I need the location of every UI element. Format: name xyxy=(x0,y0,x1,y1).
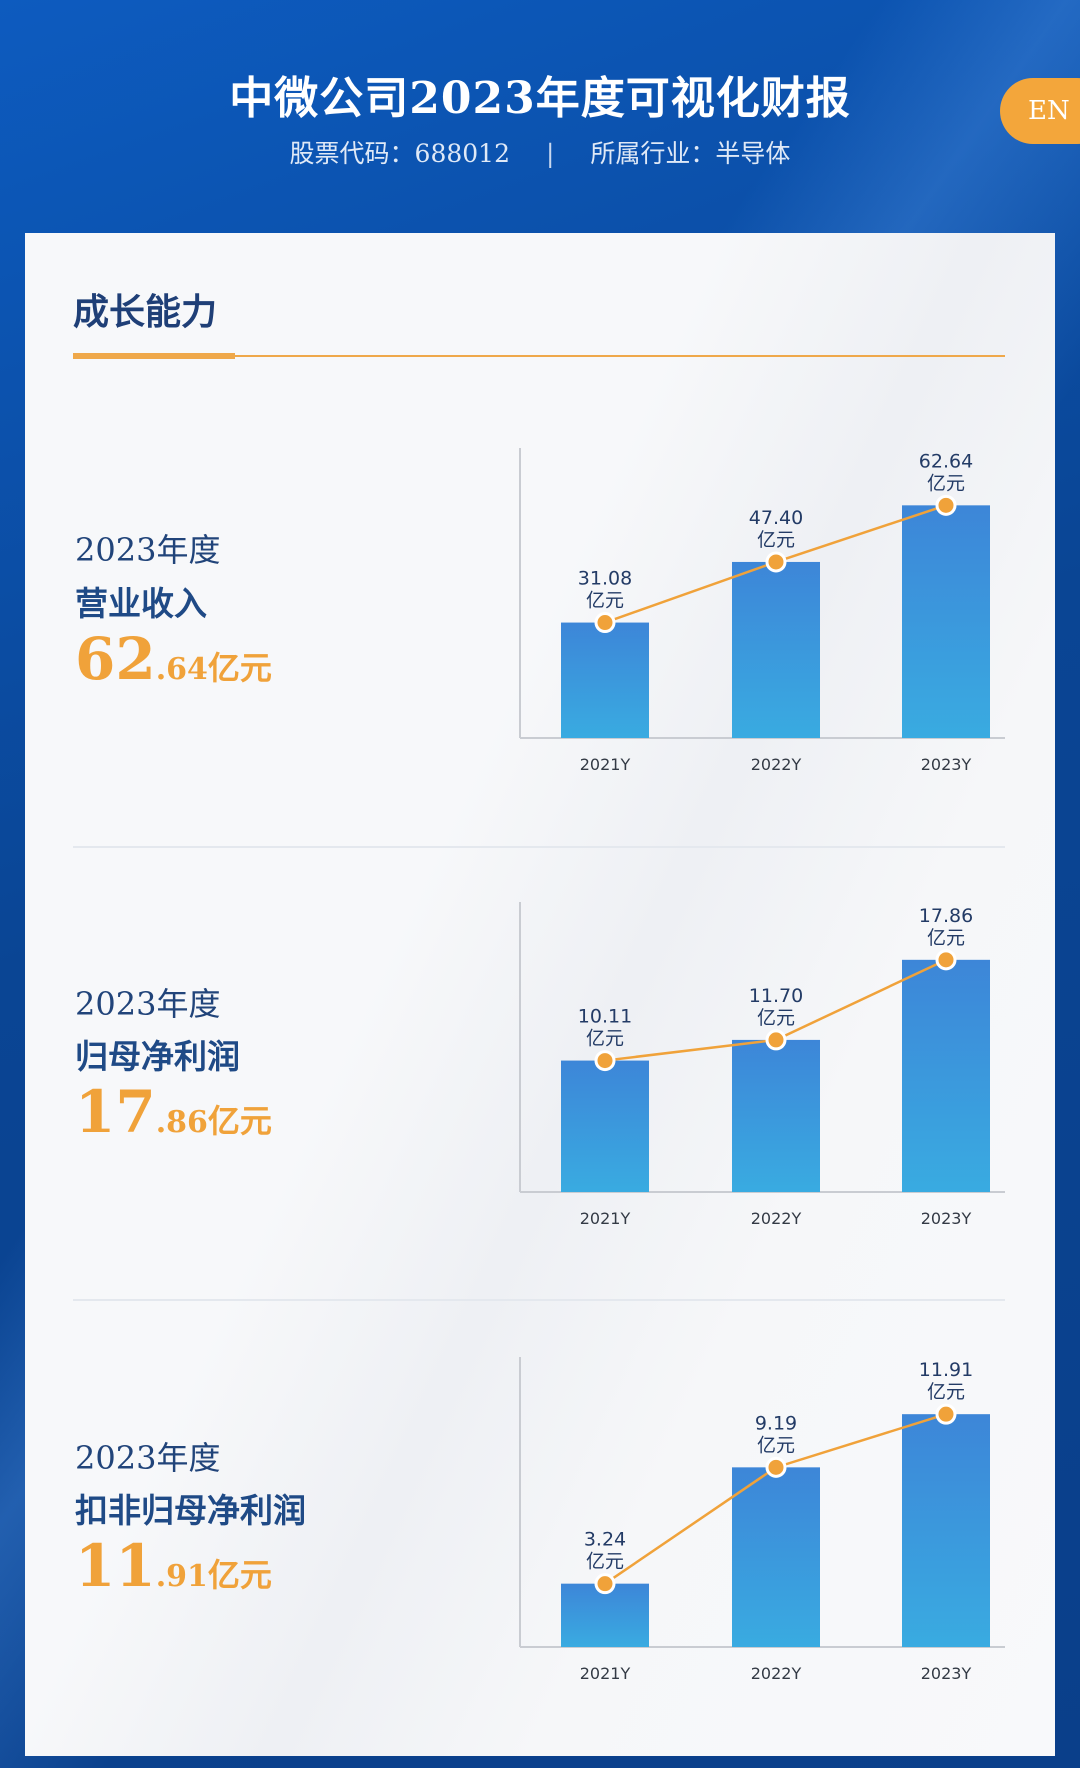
data-label-unit: 亿元 xyxy=(927,927,965,949)
data-label-unit: 亿元 xyxy=(586,1551,624,1573)
data-label-value: 17.86 xyxy=(919,905,973,927)
data-label-unit: 亿元 xyxy=(757,529,795,551)
language-toggle-button[interactable]: EN xyxy=(1000,78,1080,144)
data-label-value: 31.08 xyxy=(578,568,632,590)
net-profit-chart: 10.11 亿元 2021Y 11.70 亿元 2022Y 17.86 亿元 2023Y xyxy=(490,892,1030,1272)
growth-card: 成长能力 2023年度 营业收入 62.64亿元 31.08 亿元 2021Y 47.… xyxy=(25,233,1055,1756)
section-title-rule-accent xyxy=(73,353,235,359)
data-label-unit: 亿元 xyxy=(757,1434,795,1456)
bar-2023Y xyxy=(902,505,990,738)
net-profit-value-dec: .86 xyxy=(155,1105,208,1140)
trend-point-2021Y xyxy=(594,1050,616,1072)
deducted-profit-value: 11.91亿元 xyxy=(75,1532,272,1600)
x-tick-label: 2021Y xyxy=(580,1664,631,1683)
net-profit-year: 2023年度 xyxy=(75,985,221,1023)
bar-2021Y xyxy=(561,1583,649,1647)
revenue-value: 62.64亿元 xyxy=(75,625,272,693)
data-label-unit: 亿元 xyxy=(927,1381,965,1403)
data-label-value: 10.11 xyxy=(578,1006,632,1028)
revenue-chart: 31.08 亿元 2021Y 47.40 亿元 2022Y 62.64 亿元 2023Y xyxy=(490,438,1030,818)
data-label-unit: 亿元 xyxy=(757,1007,795,1029)
x-tick-label: 2021Y xyxy=(580,755,631,774)
data-label-value: 9.19 xyxy=(755,1412,797,1434)
subtitle-separator: | xyxy=(545,139,555,168)
trend-point-2021Y xyxy=(594,612,616,634)
net-profit-value-int: 17 xyxy=(75,1078,156,1146)
trend-point-2023Y xyxy=(935,1403,957,1425)
bar-2022Y xyxy=(732,561,820,738)
trend-point-2022Y xyxy=(765,1029,787,1051)
revenue-value-unit: 亿元 xyxy=(207,649,272,687)
panel-divider xyxy=(73,846,1005,848)
bar-2021Y xyxy=(561,622,649,738)
x-tick-label: 2022Y xyxy=(751,755,802,774)
bar-2022Y xyxy=(732,1467,820,1647)
data-label-value: 3.24 xyxy=(584,1529,626,1551)
net-profit-label: 归母净利润 xyxy=(75,1037,240,1076)
revenue-value-int: 62 xyxy=(75,625,156,693)
deducted-profit-value-int: 11 xyxy=(75,1532,156,1600)
trend-point-2022Y xyxy=(765,551,787,573)
data-label-unit: 亿元 xyxy=(586,590,624,612)
x-tick-label: 2022Y xyxy=(751,1209,802,1228)
deducted-profit-chart: 3.24 亿元 2021Y 9.19 亿元 2022Y 11.91 亿元 2023Y xyxy=(490,1347,1030,1727)
data-label-value: 11.91 xyxy=(919,1359,973,1381)
industry: 所属行业：半导体 xyxy=(590,139,791,168)
x-tick-label: 2023Y xyxy=(921,755,972,774)
trend-point-2023Y xyxy=(935,494,957,516)
x-tick-label: 2023Y xyxy=(921,1664,972,1683)
x-tick-label: 2021Y xyxy=(580,1209,631,1228)
data-label-value: 11.70 xyxy=(749,985,803,1007)
deducted-profit-value-dec: .91 xyxy=(155,1559,208,1594)
net-profit-value-unit: 亿元 xyxy=(207,1102,272,1140)
revenue-value-dec: .64 xyxy=(155,652,208,687)
report-title: 中微公司2023年度可视化财报 xyxy=(229,73,851,124)
data-label-unit: 亿元 xyxy=(586,1028,624,1050)
panel-divider xyxy=(73,1299,1005,1301)
bar-2021Y xyxy=(561,1060,649,1192)
section-title: 成长能力 xyxy=(73,292,218,333)
x-tick-label: 2023Y xyxy=(921,1209,972,1228)
trend-point-2021Y xyxy=(594,1573,616,1595)
bar-2023Y xyxy=(902,959,990,1192)
deducted-profit-value-unit: 亿元 xyxy=(207,1556,272,1594)
revenue-label: 营业收入 xyxy=(75,584,207,623)
bar-2022Y xyxy=(732,1039,820,1192)
data-label-value: 47.40 xyxy=(749,507,803,529)
trend-point-2022Y xyxy=(765,1456,787,1478)
stock-code: 股票代码：688012 xyxy=(289,139,510,168)
revenue-year: 2023年度 xyxy=(75,531,221,569)
bar-2023Y xyxy=(902,1414,990,1647)
data-label-value: 62.64 xyxy=(919,450,973,472)
trend-point-2023Y xyxy=(935,949,957,971)
x-tick-label: 2022Y xyxy=(751,1664,802,1683)
deducted-profit-label: 扣非归母净利润 xyxy=(75,1491,306,1530)
deducted-profit-year: 2023年度 xyxy=(75,1439,221,1477)
data-label-unit: 亿元 xyxy=(927,472,965,494)
section-title-rule xyxy=(73,355,1005,357)
report-subtitle: 股票代码：688012 | 所属行业：半导体 xyxy=(0,134,1080,170)
net-profit-value: 17.86亿元 xyxy=(75,1078,272,1146)
